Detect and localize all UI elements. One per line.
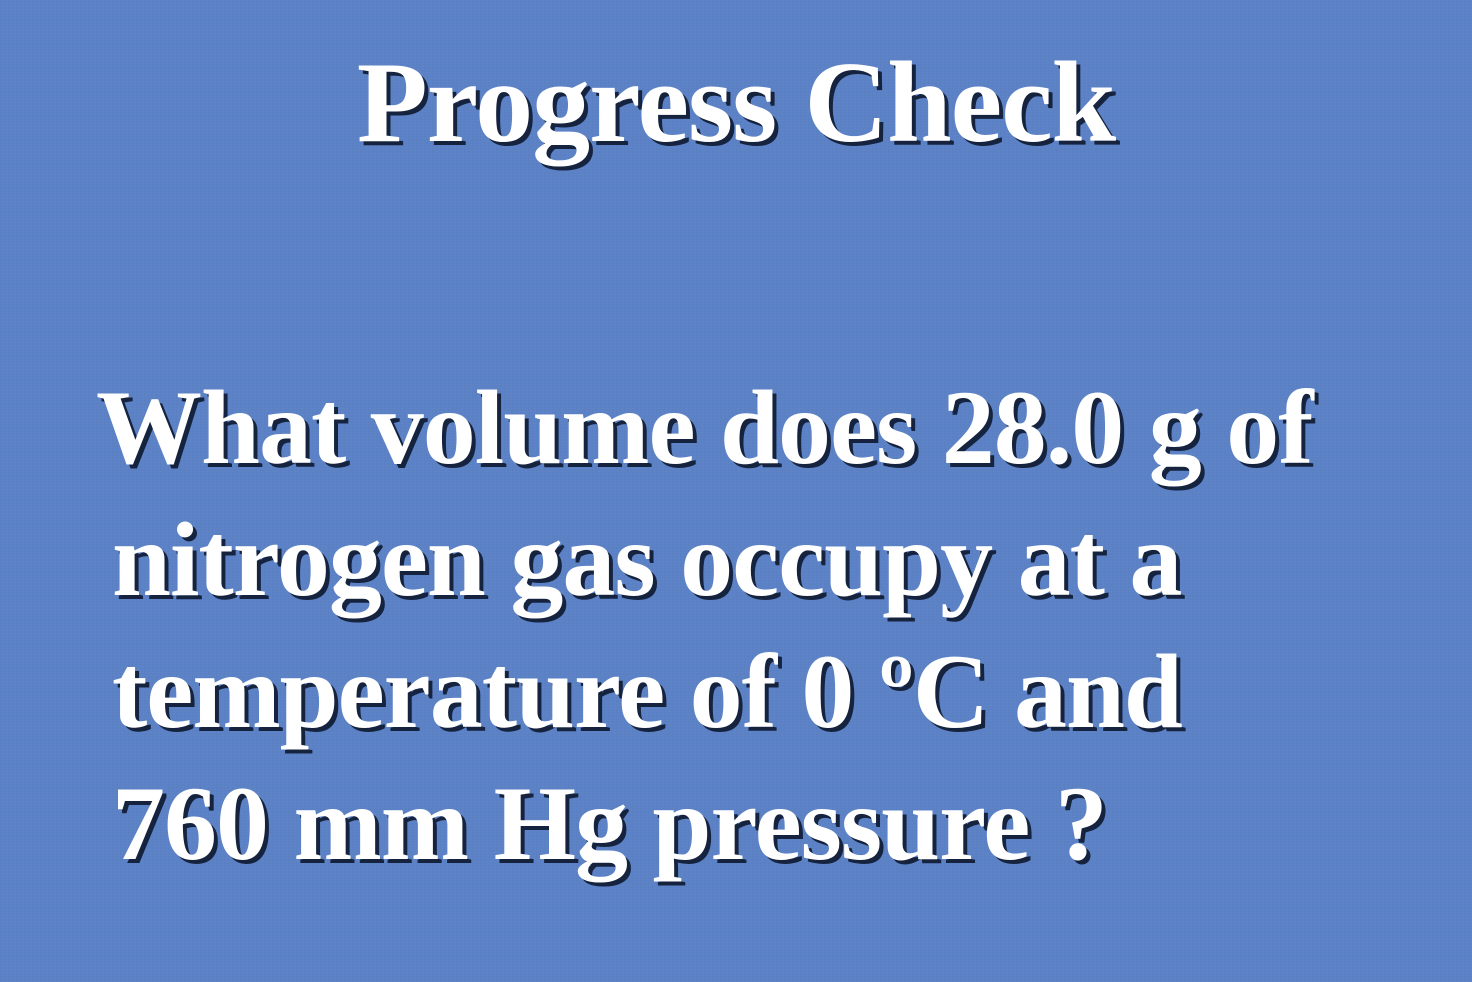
question-line: What volume does 28.0 g of <box>96 369 1314 486</box>
question-text: What volume does 28.0 g of nitrogen gas … <box>96 362 1436 890</box>
question-line: nitrogen gas occupy at a <box>112 501 1182 618</box>
question-line: 760 mm Hg pressure ? <box>112 765 1108 882</box>
slide-title: Progress Check <box>356 39 1116 167</box>
question-line: temperature of 0 ºC and <box>112 633 1183 750</box>
